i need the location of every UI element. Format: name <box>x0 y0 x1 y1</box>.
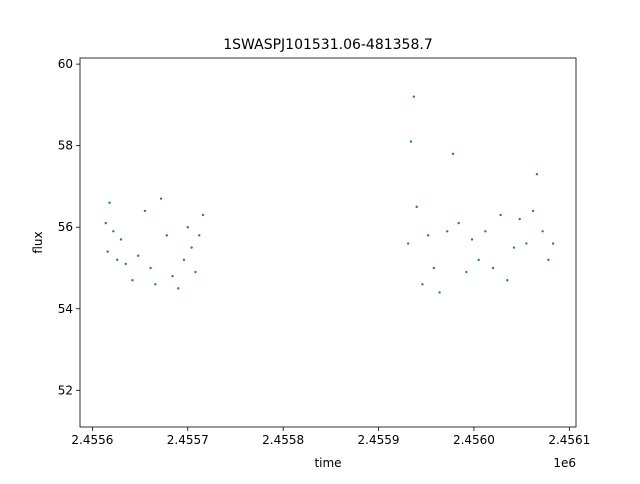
data-point <box>159 197 163 200</box>
data-point <box>186 226 189 229</box>
data-point <box>506 279 509 282</box>
data-point <box>484 230 487 233</box>
data-point <box>446 230 449 233</box>
data-point <box>154 283 157 286</box>
data-point <box>409 140 413 143</box>
x-axis: 2.4556 2.4557 2.4558 2.4559 2.4560 2.4561 <box>71 427 590 447</box>
data-point <box>457 221 460 225</box>
data-point <box>465 270 468 274</box>
data-point <box>136 254 140 257</box>
y-tick-label: 52 <box>58 383 73 397</box>
data-points <box>104 95 555 294</box>
chart-title: 1SWASPJ101531.06-481358.7 <box>223 37 432 53</box>
data-point <box>406 242 410 245</box>
y-tick-label: 54 <box>58 302 73 316</box>
data-point <box>119 238 123 241</box>
data-point <box>426 234 430 237</box>
data-point <box>541 230 544 233</box>
plot-frame <box>79 57 577 428</box>
data-point <box>531 209 535 213</box>
data-point <box>149 266 152 270</box>
x-tick-label: 2.4556 <box>71 433 113 447</box>
data-point <box>165 234 168 237</box>
data-point <box>143 209 147 213</box>
data-point <box>551 242 555 245</box>
x-tick-label: 2.4558 <box>262 433 304 447</box>
data-point <box>198 234 201 237</box>
data-point <box>499 213 502 217</box>
y-axis-label: flux <box>31 231 45 253</box>
data-point <box>124 262 127 266</box>
data-point <box>106 250 109 253</box>
y-tick-label: 56 <box>58 220 73 234</box>
data-point <box>415 205 418 209</box>
data-point <box>525 242 528 245</box>
data-point <box>108 201 111 204</box>
data-point <box>512 246 516 249</box>
data-point <box>470 238 474 241</box>
data-point <box>438 291 441 294</box>
x-tick-label: 2.4561 <box>548 433 590 447</box>
data-point <box>131 279 134 282</box>
data-point <box>201 213 205 217</box>
x-tick-label: 2.4559 <box>358 433 400 447</box>
data-point <box>432 266 436 270</box>
data-point <box>491 266 495 270</box>
data-point <box>194 270 197 274</box>
data-point <box>177 287 180 290</box>
y-axis: 52 54 56 58 60 <box>58 57 80 397</box>
x-axis-label: time <box>314 456 341 470</box>
data-point <box>547 258 550 262</box>
data-point <box>477 258 480 262</box>
data-point <box>112 230 115 233</box>
data-point <box>104 221 107 225</box>
x-tick-label: 2.4560 <box>453 433 495 447</box>
data-point <box>518 217 521 221</box>
data-point <box>421 283 424 286</box>
data-point <box>190 246 193 249</box>
x-tick-label: 2.4557 <box>167 433 209 447</box>
data-point <box>182 258 186 262</box>
data-point <box>116 258 119 262</box>
data-point <box>451 152 455 156</box>
y-tick-label: 58 <box>58 139 73 153</box>
data-point <box>535 173 539 176</box>
x-axis-offset-label: 1e6 <box>553 456 576 470</box>
y-tick-label: 60 <box>58 57 73 71</box>
data-point <box>171 274 174 278</box>
data-point <box>412 95 416 98</box>
